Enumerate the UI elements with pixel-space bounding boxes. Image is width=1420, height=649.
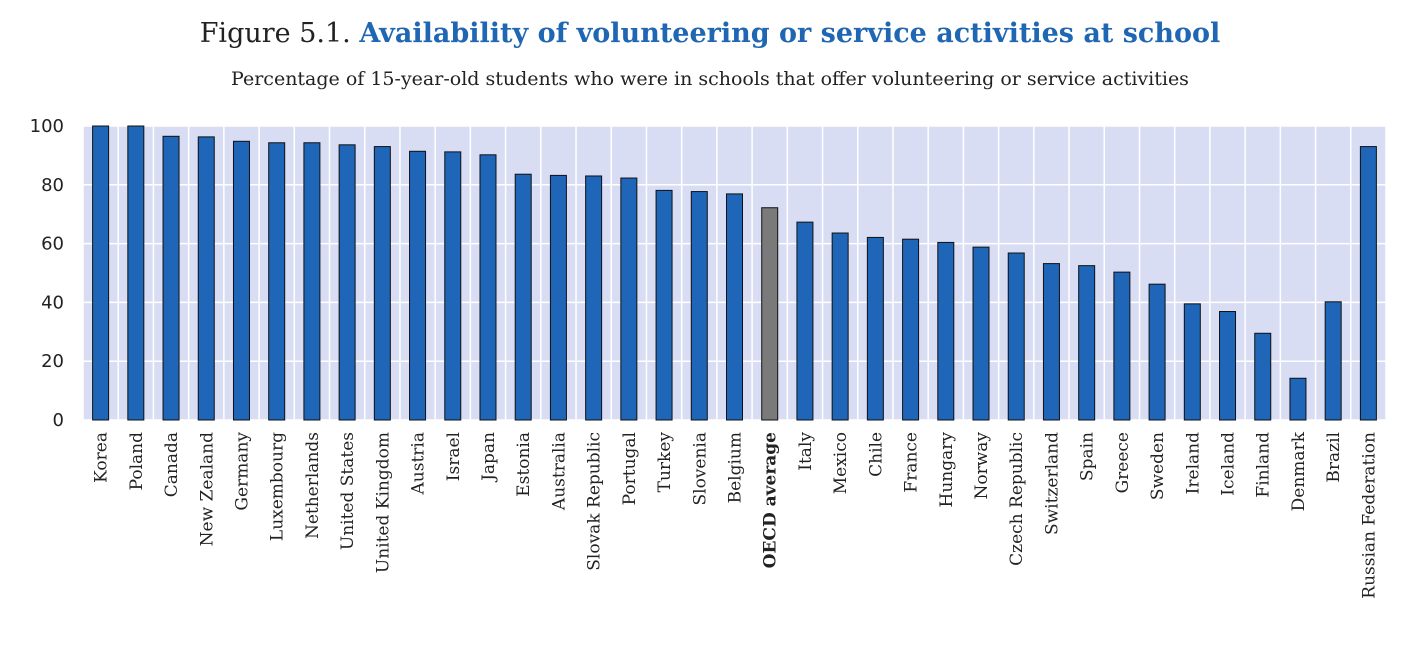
- bar-czech-republic: [1007, 252, 1025, 421]
- x-tick-label: Slovenia: [690, 432, 710, 506]
- bar-finland: [1254, 332, 1272, 421]
- bar-mexico: [831, 232, 849, 421]
- bar-belgium: [726, 193, 743, 421]
- bar-united-kingdom: [373, 146, 391, 421]
- bar-new-zealand: [197, 136, 215, 421]
- x-tick-label: Denmark: [1289, 431, 1309, 511]
- bar-sweden: [1148, 283, 1166, 421]
- x-tick-label: Turkey: [655, 432, 675, 493]
- x-tick-label: New Zealand: [197, 432, 217, 546]
- x-tick-label: Luxembourg: [268, 432, 288, 541]
- bar-turkey: [655, 189, 673, 421]
- x-tick-label: Israel: [444, 432, 464, 481]
- x-tick-label: Austria: [409, 432, 429, 495]
- bar-brazil: [1324, 301, 1342, 421]
- figure-title: Availability of volunteering or service …: [359, 18, 1221, 49]
- y-tick-label: 20: [41, 351, 64, 372]
- x-tick-label: Germany: [232, 432, 252, 511]
- x-tick-label: Chile: [866, 432, 886, 477]
- bar-hungary: [937, 241, 955, 421]
- x-tick-label: Portugal: [620, 432, 640, 505]
- bar-russian-federation: [1359, 146, 1377, 421]
- bar-united-states: [338, 144, 356, 421]
- bar-portugal: [620, 177, 638, 421]
- bar-ireland: [1183, 303, 1201, 421]
- chart-title: Figure 5.1. Availability of volunteering…: [0, 18, 1420, 49]
- y-tick-label: 0: [53, 410, 64, 431]
- bar-korea: [92, 125, 110, 421]
- x-tick-label: Greece: [1113, 432, 1133, 493]
- bar-germany: [232, 140, 250, 421]
- x-tick-label: Mexico: [831, 432, 851, 494]
- y-tick-label: 100: [30, 116, 64, 137]
- bar-luxembourg: [268, 142, 286, 421]
- bar-japan: [479, 154, 497, 421]
- y-tick-label: 80: [41, 175, 64, 196]
- x-tick-label: Brazil: [1324, 432, 1344, 483]
- x-tick-label: Switzerland: [1042, 432, 1062, 535]
- bar-switzerland: [1042, 263, 1060, 421]
- bar-estonia: [514, 173, 532, 421]
- bars: [92, 125, 1377, 421]
- x-tick-label: Spain: [1078, 432, 1098, 481]
- x-tick-label: United Kingdom: [373, 432, 393, 573]
- y-tick-label: 40: [41, 292, 64, 313]
- x-tick-label: Estonia: [514, 432, 534, 497]
- bar-spain: [1078, 265, 1096, 421]
- bar-slovenia: [690, 191, 708, 421]
- x-tick-label: Slovak Republic: [585, 432, 605, 571]
- bar-poland: [127, 125, 145, 421]
- bar-france: [902, 238, 920, 421]
- bar-oecd-average: [761, 207, 779, 421]
- bar-austria: [409, 150, 427, 421]
- x-tick-label: Poland: [127, 432, 147, 491]
- figure-number: Figure 5.1.: [199, 18, 351, 49]
- x-tick-label: Czech Republic: [1007, 432, 1027, 566]
- x-tick-label: Australia: [549, 432, 569, 511]
- x-tick-label: United States: [338, 432, 358, 550]
- bar-denmark: [1289, 377, 1307, 421]
- x-tick-label: OECD average: [761, 432, 781, 569]
- x-tick-label: Korea: [92, 432, 112, 483]
- x-tick-label: Hungary: [937, 432, 957, 508]
- bar-slovak-republic: [585, 175, 603, 421]
- bar-israel: [444, 151, 462, 421]
- bar-chile: [866, 236, 884, 421]
- x-tick-label: Norway: [972, 432, 992, 500]
- x-tick-label: Iceland: [1219, 432, 1239, 496]
- bar-australia: [549, 174, 567, 421]
- bar-norway: [972, 246, 990, 421]
- x-axis-labels: Korea Poland Canada New Zealand Germany Luxem…: [92, 431, 1380, 598]
- x-tick-label: Belgium: [726, 432, 746, 503]
- x-tick-label: Ireland: [1183, 432, 1203, 494]
- x-tick-label: Finland: [1254, 432, 1274, 498]
- chart-subtitle: Percentage of 15-year-old students who w…: [231, 68, 1189, 90]
- bar-italy: [796, 221, 814, 421]
- x-tick-label: Canada: [162, 432, 182, 497]
- bar-iceland: [1219, 311, 1237, 421]
- x-tick-label: Japan: [479, 432, 499, 483]
- bar-canada: [162, 135, 180, 421]
- y-tick-label: 60: [41, 234, 64, 255]
- x-tick-label: France: [902, 432, 922, 493]
- x-tick-label: Russian Federation: [1359, 432, 1379, 599]
- bar-netherlands: [303, 142, 321, 421]
- bar-greece: [1113, 271, 1131, 421]
- x-tick-label: Netherlands: [303, 432, 323, 539]
- x-tick-label: Sweden: [1148, 432, 1168, 500]
- y-axis-ticks: 0 20 40 60 80 100: [30, 116, 64, 431]
- x-tick-label: Italy: [796, 432, 816, 471]
